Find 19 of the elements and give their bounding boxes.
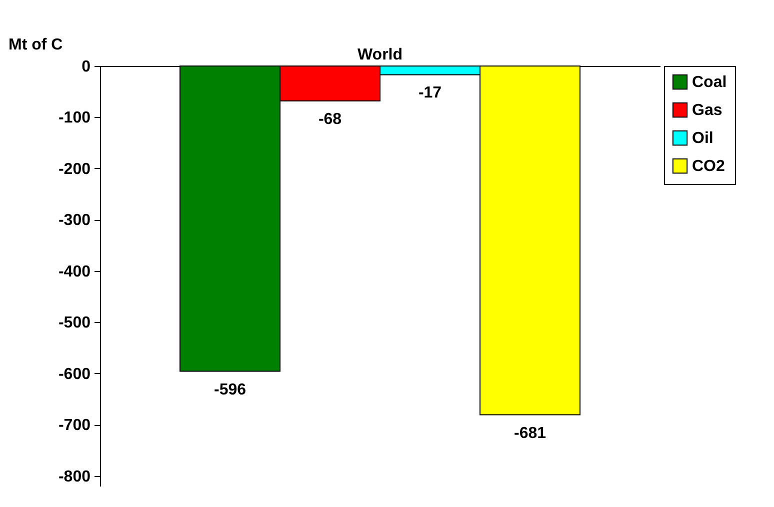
legend-label: CO2 [692, 158, 725, 175]
data-label: -68 [318, 110, 342, 128]
y-tick-label: -100 [58, 110, 91, 127]
data-label: -681 [514, 424, 546, 442]
y-tick-label: -500 [58, 314, 91, 332]
y-tick-label: -600 [58, 366, 91, 383]
y-tick-label: -700 [58, 417, 91, 434]
y-axis-title: Mt of C [8, 36, 64, 54]
x-tick-label: World [357, 46, 403, 64]
y-tick-label: -400 [58, 263, 91, 280]
legend-label: Oil [692, 130, 714, 147]
data-label: -596 [214, 381, 246, 398]
y-tick-label: -200 [58, 160, 91, 178]
y-tick-label: -800 [58, 468, 91, 486]
data-label: -17 [418, 84, 442, 102]
y-tick-label: -300 [58, 212, 91, 230]
legend-label: Gas [692, 102, 722, 119]
legend-label: Coal [692, 74, 727, 91]
y-tick-label: 0 [82, 58, 91, 76]
